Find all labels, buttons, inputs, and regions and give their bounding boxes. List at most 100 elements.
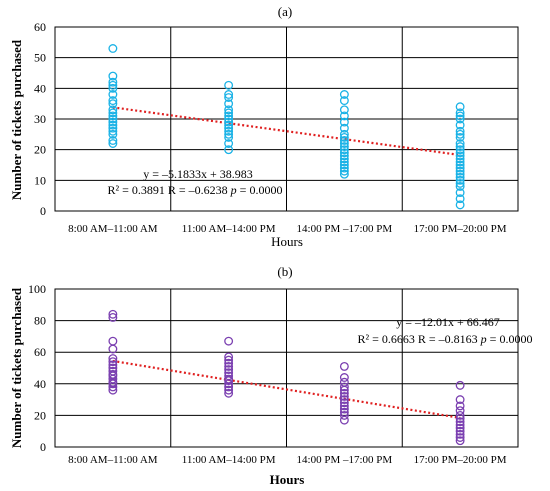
panel-b-point — [339, 404, 349, 414]
panel-a-point — [339, 123, 349, 133]
panel-a-point — [339, 145, 349, 155]
panel-a-point — [224, 145, 234, 155]
panel-a-y-axis-label: Number of tickets purchased — [9, 39, 24, 200]
panel-a-point — [108, 105, 118, 115]
panel-b-annotation-line1: y = –12.01x + 66.467 — [396, 315, 500, 329]
panel-a-point — [455, 120, 465, 130]
panel-a-y-tick-label: 60 — [34, 20, 46, 34]
panel-a-point — [108, 108, 118, 118]
panel-a-point — [455, 102, 465, 112]
panel-b-point — [108, 354, 118, 363]
panel-a-point — [455, 114, 465, 124]
panel-a: (a) 0 10 20 30 40 50 60 8:00 AM–11:00 AM 11:00 … — [9, 4, 519, 249]
panel-b-point — [108, 379, 118, 389]
panel-a-point — [224, 120, 234, 130]
panel-a-point — [224, 111, 234, 121]
panel-a-point — [224, 80, 234, 90]
panel-a-point — [455, 151, 465, 161]
panel-a-point — [224, 139, 234, 148]
panel-b-point — [455, 395, 465, 405]
panel-b-y-axis-label: Number of tickets purchased — [9, 287, 24, 448]
panel-a-annotation-line1: y = –5.1833x + 38.983 — [143, 167, 253, 181]
panel-a-point — [108, 80, 118, 90]
panel-b-point — [339, 401, 349, 411]
panel-a-point — [339, 160, 349, 170]
panel-b-point — [455, 429, 465, 439]
panel-b-points — [108, 309, 465, 446]
panel-b-point — [224, 361, 234, 371]
panel-b-x-tick-label: 11:00 AM–14:00 PM — [182, 454, 276, 466]
panel-b-point — [224, 365, 234, 375]
panel-a-x-tick-label: 8:00 AM–11:00 AM — [68, 223, 158, 235]
panel-a-point — [224, 93, 234, 102]
panel-a-point — [455, 111, 465, 121]
panel-a-x-tick-label: 11:00 AM–14:00 PM — [182, 223, 276, 235]
panel-a-point — [455, 178, 465, 188]
panel-b-y-tick-labels: 0 20 40 60 80 100 — [28, 282, 46, 454]
panel-b-point — [339, 388, 349, 398]
panel-b: (b) 0 20 40 60 80 100 8:00 AM–11:00 AM 11:00 A… — [9, 264, 532, 487]
panel-a-point — [455, 166, 465, 176]
panel-a-point — [108, 83, 118, 93]
panel-b-point — [455, 426, 465, 436]
panel-a-y-tick-label: 0 — [40, 204, 46, 218]
panel-b-point — [108, 360, 118, 370]
panel-a-point — [108, 139, 118, 148]
panel-a-point — [455, 172, 465, 182]
panel-a-point — [339, 163, 349, 173]
panel-a-point — [224, 117, 234, 127]
panel-b-point — [339, 395, 349, 405]
panel-a-point — [455, 108, 465, 118]
panel-b-point — [224, 379, 234, 389]
panel-b-point — [224, 336, 234, 346]
panel-b-plot-frame — [54, 288, 519, 448]
panel-a-point — [339, 136, 349, 145]
panel-a-point — [455, 154, 465, 164]
panel-b-x-tick-labels: 8:00 AM–11:00 AM 11:00 AM–14:00 PM 14:00 P… — [68, 454, 507, 466]
panel-b-point — [224, 376, 234, 386]
panel-a-point — [455, 139, 465, 148]
panel-b-point — [455, 436, 465, 446]
panel-a-point — [339, 157, 349, 167]
panel-a-title: (a) — [278, 4, 292, 19]
panel-b-point — [224, 355, 234, 365]
panel-b-point — [224, 388, 234, 398]
panel-a-point — [224, 129, 234, 139]
panel-a-point — [455, 188, 465, 198]
panel-a-y-tick-label: 30 — [34, 112, 46, 126]
panel-a-point — [339, 132, 349, 142]
panel-b-x-tick-label: 14:00 PM –17:00 PM — [297, 454, 393, 466]
panel-a-point — [108, 96, 118, 106]
panel-a-point — [108, 44, 118, 53]
panel-b-point — [108, 309, 118, 319]
panel-a-y-tick-label: 20 — [34, 143, 46, 157]
panel-a-point — [455, 194, 465, 204]
panel-b-point — [108, 382, 118, 392]
panel-b-y-tick-label: 100 — [28, 282, 46, 296]
panel-b-point — [108, 336, 118, 346]
panel-a-point — [108, 114, 118, 124]
panel-a-point — [455, 145, 465, 155]
panel-a-point — [455, 126, 465, 136]
panel-a-y-tick-labels: 0 10 20 30 40 50 60 — [34, 20, 46, 218]
panel-b-point — [339, 382, 349, 392]
panel-b-point — [455, 433, 465, 442]
panel-b-point — [455, 410, 465, 420]
panel-b-point — [108, 385, 118, 395]
panel-a-point — [224, 132, 234, 142]
panel-a-point — [108, 123, 118, 133]
panel-b-x-tick-label: 17:00 PM–20:00 PM — [414, 454, 507, 466]
panel-a-point — [339, 142, 349, 152]
panel-a-point — [224, 105, 234, 115]
panel-a-point — [108, 117, 118, 127]
panel-b-point — [455, 417, 465, 427]
panel-a-point — [339, 129, 349, 139]
panel-a-point — [339, 151, 349, 161]
panel-a-point — [108, 120, 118, 130]
panel-a-point — [108, 71, 118, 81]
panel-a-point — [339, 117, 349, 127]
panel-b-y-tick-label: 20 — [34, 408, 46, 422]
panel-b-point — [339, 373, 349, 382]
panel-a-point — [224, 123, 234, 133]
